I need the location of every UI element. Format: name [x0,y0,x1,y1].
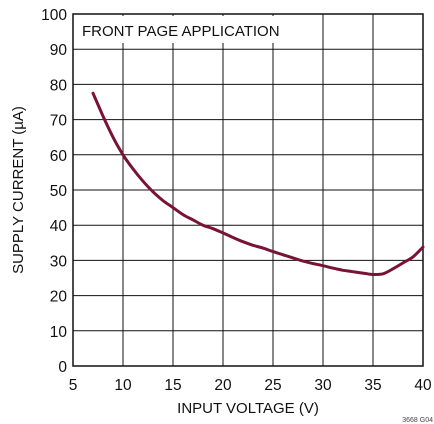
grid [72,13,424,367]
y-tick-label-8: 80 [50,77,68,94]
y-tick-label-3: 30 [50,253,68,270]
y-tick-label-9: 90 [50,42,68,59]
y-tick-label-10: 100 [41,7,67,24]
x-tick-label-1: 10 [114,377,132,394]
y-tick-label-6: 60 [50,148,68,165]
x-tick-labels: 5 10 15 20 25 30 35 40 [69,377,432,394]
y-tick-label-4: 40 [50,218,68,235]
y-tick-label-1: 10 [50,324,68,341]
y-tick-label-0: 0 [58,359,67,376]
y-tick-label-7: 70 [50,113,68,130]
y-axis-label: SUPPLY CURRENT (µA) [10,106,27,274]
x-tick-label-7: 40 [414,377,432,394]
y-tick-label-2: 20 [50,289,68,306]
y-tick-labels: 0 10 20 30 40 50 60 70 80 90 100 [41,7,67,376]
figure-id: 3668 G04 [402,417,433,424]
x-tick-label-2: 15 [164,377,181,394]
x-axis-label: INPUT VOLTAGE (V) [177,400,319,417]
supply-current-curve [91,91,425,277]
annotation-label: FRONT PAGE APPLICATION [82,23,280,40]
x-tick-label-6: 35 [364,377,381,394]
x-tick-label-3: 20 [214,377,232,394]
x-tick-label-5: 30 [314,377,332,394]
annotation-background [75,16,293,43]
plot-frame [72,13,424,367]
y-tick-label-5: 50 [50,183,68,200]
x-tick-label-4: 25 [264,377,281,394]
x-tick-label-0: 5 [69,377,78,394]
